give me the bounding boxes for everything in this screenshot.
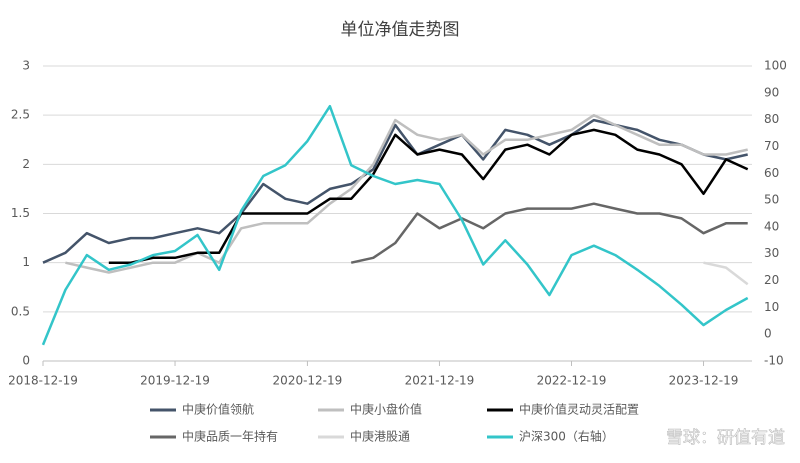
y2-tick-label: 40 [764,219,779,233]
x-tick-label: 2023-12-19 [669,374,739,388]
legend-label: 中庚价值领航 [182,402,254,417]
y-tick-label: 0.5 [11,304,30,318]
series-line [350,202,748,264]
y-tick-label: 1 [22,255,30,269]
x-tick-label: 2020-12-19 [273,374,343,388]
y-tick-label: 2.5 [11,108,30,122]
legend-label: 中庚小盘价值 [350,402,422,417]
x-tick-label: 2022-12-19 [537,374,607,388]
series-line [108,128,749,264]
y2-tick-label: 80 [764,112,779,126]
y-tick-label: 0 [22,354,30,368]
legend-label: 中庚价值灵动灵活配置 [519,402,639,417]
x-tick-label: 2021-12-19 [405,374,475,388]
series-line [41,104,749,346]
chart-title: 单位净值走势图 [341,20,460,40]
y-tick-label: 1.5 [11,206,30,220]
y2-tick-label: 10 [764,300,779,314]
y2-tick-label: 50 [764,193,779,207]
legend-label: 沪深300（右轴） [519,429,614,444]
y2-tick-label: 70 [764,139,779,153]
y2-tick-label: 100 [764,59,787,73]
y2-tick-label: 60 [764,166,779,180]
series-line [65,113,748,274]
series-line [703,261,749,286]
y-tick-label: 3 [22,59,30,73]
y2-tick-label: 0 [764,327,772,341]
y2-tick-label: 20 [764,273,779,287]
watermark: 雪球：研值有道 [666,428,785,448]
series-line [42,118,748,264]
x-tick-label: 2018-12-19 [8,374,78,388]
y2-tick-label: 30 [764,246,779,260]
legend-label: 中庚港股通 [350,429,410,444]
y2-tick-label: 90 [764,85,779,99]
x-tick-label: 2019-12-19 [140,374,210,388]
y2-tick-label: -10 [764,354,784,368]
legend-label: 中庚品质一年持有 [182,429,278,444]
y-tick-label: 2 [22,157,30,171]
